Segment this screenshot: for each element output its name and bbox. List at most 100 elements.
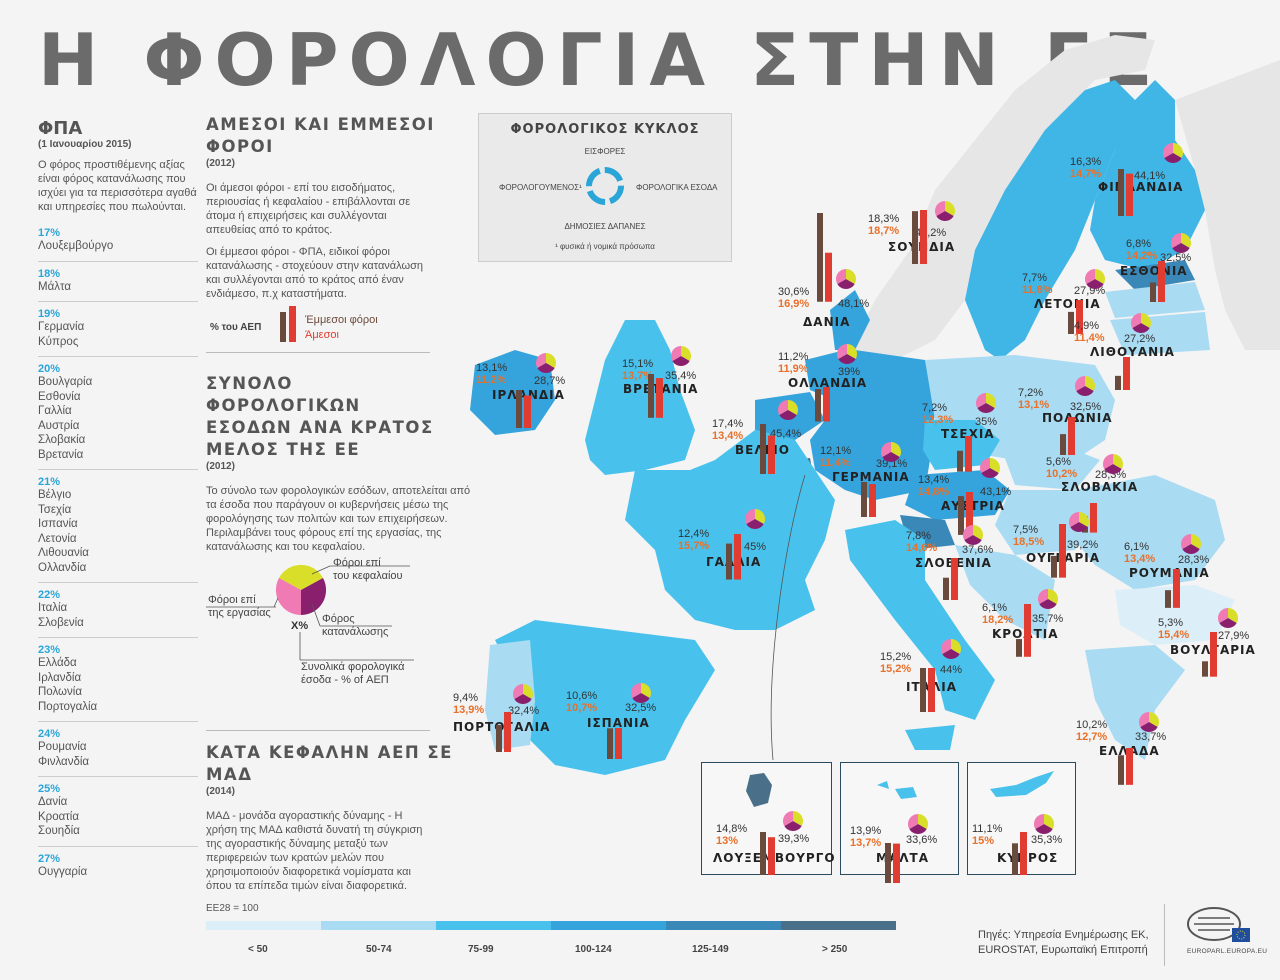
revenue-pie: [1163, 143, 1183, 163]
direct-bar: [1059, 524, 1066, 578]
revenue-pie: [1038, 589, 1058, 609]
pie-slice: [671, 346, 681, 361]
indirect-tax-value: 7,2%: [1018, 387, 1044, 399]
pie-slice: [1164, 153, 1182, 163]
gdp-legend-label: 50-74: [366, 944, 392, 955]
direct-bar: [1158, 260, 1165, 302]
total-revenue-value: 48,1%: [838, 298, 870, 310]
pie-slice: [514, 694, 532, 704]
country-name: ΓΕΡΜΑΝΙΑ: [832, 470, 910, 484]
total-revenue-value: 43,1%: [980, 486, 1012, 498]
country-name: ΡΟΥΜΑΝΙΑ: [1129, 566, 1210, 580]
vat-date: (1 Ιανουαρίου 2015): [38, 139, 132, 150]
pie-slice: [672, 356, 690, 366]
vat-rate: 27%: [38, 852, 61, 865]
indirect-bar: [1016, 639, 1022, 657]
direct-tax-value: 10,7%: [566, 702, 598, 714]
pie-slice: [1163, 143, 1173, 158]
total-revenue-value: 28,3%: [1178, 554, 1210, 566]
country-name: ΦΙΝΛΑΝΔΙΑ: [1098, 180, 1184, 194]
indirect-tax-value: 14,8%: [716, 823, 748, 835]
vat-rate-group: 27% Ουγγαρία: [38, 845, 198, 880]
direct-bar: [1024, 604, 1031, 657]
cycle-arrows-icon: [586, 167, 624, 205]
pie-slice: [523, 684, 533, 699]
luxembourg-inset: [701, 762, 832, 875]
tax-bars: [1012, 831, 1027, 875]
vat-country: Πορτογαλία: [38, 700, 98, 713]
pie-consumption-label: Φόρος κατανάλωσης: [322, 613, 389, 638]
pie-slice: [788, 400, 798, 415]
pie-slice: [891, 442, 901, 457]
total-revenue-title-3: ΜΕΛΟΣ ΤΗΣ ΕΕ: [206, 440, 361, 459]
tax-bars: [957, 436, 972, 472]
pie-slice: [838, 354, 856, 364]
legend-direct-label: Άμεσοι: [305, 329, 339, 341]
pie-slice: [1181, 233, 1191, 248]
total-revenue-value: 35%: [975, 416, 998, 428]
revenue-pie: [1181, 534, 1201, 554]
indirect-bar: [607, 728, 613, 759]
vat-rate: 21%: [38, 476, 61, 488]
indirect-tax-value: 13,4%: [918, 474, 950, 486]
vat-country: Γαλλία: [38, 405, 72, 417]
revenue-pie: [881, 442, 901, 462]
austria-shape: [905, 470, 1010, 520]
tax-bars: [496, 711, 511, 752]
pie-slice: [1044, 814, 1054, 829]
direct-tax-value: 15,7%: [678, 540, 710, 552]
denmark-shape: [830, 290, 870, 350]
direct-indirect-title-2: ΦΟΡΟΙ: [206, 137, 274, 156]
cycle-contributions-label: ΕΙΣΦΟΡΕΣ: [584, 147, 626, 156]
spain-shape: [495, 620, 715, 775]
pie-slice: [546, 353, 556, 368]
cycle-spending-label: ΔΗΜΟΣΙΕΣ ΔΑΠΑΝΕΣ: [564, 222, 646, 231]
vat-description: Ο φόρος προστιθέμενης αξίας είναι φόρος …: [38, 159, 197, 213]
pie-slice: [681, 346, 691, 361]
tax-bars: [1051, 524, 1066, 578]
country-name: ΛΙΘΟΥΑΝΙΑ: [1090, 345, 1175, 359]
vat-panel: ΦΠΑ (1 Ιανουαρίου 2015) Ο φόρος προστιθέ…: [38, 118, 198, 879]
revenue-pie: [671, 346, 691, 366]
gdp-title-1: ΚΑΤΑ ΚΕΦΑΛΗΝ ΑΕΠ ΣΕ: [206, 743, 453, 762]
direct-indirect-title-1: ΑΜΕΣΟΙ ΚΑΙ ΕΜΜΕΣΟΙ: [206, 115, 435, 134]
country-name: ΓΑΛΛΙΑ: [706, 555, 762, 569]
direct-tax-value: 14,2%: [1126, 250, 1158, 262]
indirect-tax-value: 17,4%: [712, 418, 744, 430]
indirect-bar: [920, 667, 926, 712]
total-revenue-value: 35,3%: [1031, 834, 1063, 846]
vat-heading: ΦΠΑ: [38, 118, 83, 139]
consumption-slice: [301, 578, 327, 616]
pie-slice: [847, 344, 857, 359]
direct-tax-value: 13%: [716, 835, 739, 847]
indirect-bar: [815, 389, 821, 422]
indirect-tax-value: 6,8%: [1126, 238, 1152, 250]
direct-bar: [615, 727, 622, 759]
tax-bars: [817, 213, 832, 302]
country-name: ΕΣΘΟΝΙΑ: [1120, 264, 1188, 278]
total-revenue-value: 33,7%: [1135, 731, 1167, 743]
pie-slice: [951, 639, 961, 654]
vat-country: Λετονία: [38, 532, 77, 545]
cycle-revenue-label: ΦΟΡΟΛΟΓΙΚΑ ΕΣΟΔΑ: [636, 183, 718, 192]
tax-bars: [1060, 417, 1075, 455]
total-revenue-value: 45,4%: [770, 428, 802, 440]
sicily-shape: [905, 725, 955, 750]
capital-slice: [279, 564, 323, 590]
direct-bar: [951, 557, 958, 600]
pie-slice: [909, 824, 927, 834]
pie-slice: [963, 525, 973, 540]
pie-slice: [1076, 386, 1094, 396]
total-revenue-value: 44,1%: [1134, 170, 1166, 182]
vat-country: Κροατία: [38, 810, 80, 823]
indirect-bar: [861, 481, 867, 517]
pie-slice: [1173, 143, 1183, 158]
pie-slice: [990, 458, 1000, 473]
vat-country: Πολωνία: [38, 686, 82, 698]
pie-slice: [935, 201, 945, 216]
direct-tax-value: 15%: [972, 835, 995, 847]
indirect-tax-value: 7,8%: [906, 530, 932, 542]
tax-bars: [1118, 748, 1133, 785]
uk-shape: [585, 320, 695, 475]
vat-country: Ολλανδία: [38, 561, 87, 574]
